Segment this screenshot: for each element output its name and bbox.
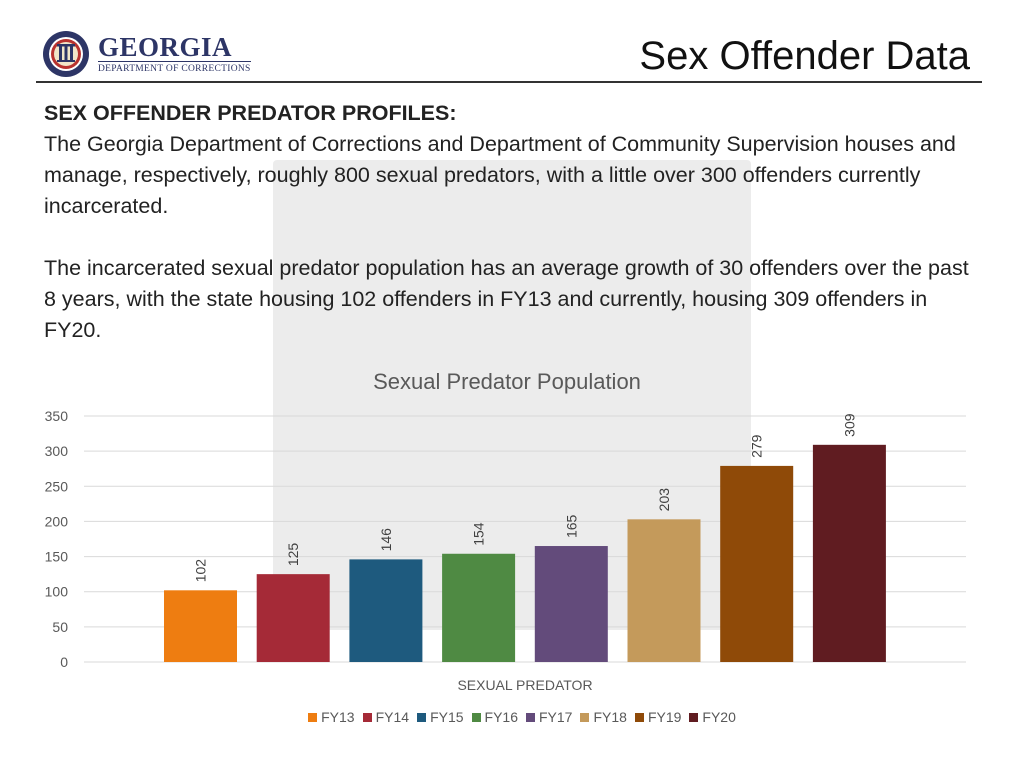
bar-fy15 (349, 559, 423, 662)
bar-fy14 (256, 574, 330, 662)
chart-legend: FY13 FY14 FY15 FY16 FY17 FY18 FY19 FY20 (10, 709, 1024, 725)
legend-swatch (689, 712, 699, 722)
data-label-fy18: 203 (656, 488, 672, 512)
legend-swatch (526, 712, 535, 722)
y-tick-label: 100 (45, 584, 69, 600)
bar-fy16 (442, 553, 516, 662)
logo-name: GEORGIA (98, 32, 233, 62)
paragraph-1: The Georgia Department of Corrections an… (44, 132, 956, 218)
y-tick-label: 250 (45, 478, 69, 494)
y-tick-label: 350 (45, 408, 69, 424)
legend-label: FY18 (593, 709, 627, 725)
legend-swatch (471, 712, 481, 722)
legend-item-fy14: FY14 (362, 709, 410, 725)
legend-item-fy13: FY13 (308, 709, 355, 725)
georgia-seal-icon (43, 31, 89, 77)
bar-fy13 (164, 590, 237, 662)
y-tick-label: 200 (45, 513, 69, 529)
bar-fy19 (720, 465, 794, 662)
legend-item-fy17: FY17 (526, 709, 572, 725)
y-tick-label: 50 (52, 619, 68, 635)
legend-swatch (417, 712, 427, 722)
body-text: SEX OFFENDER PREDATOR PROFILES: The Geor… (44, 98, 984, 346)
legend-item-fy16: FY16 (471, 709, 518, 725)
data-label-fy19: 279 (749, 434, 765, 458)
page-title: Sex Offender Data (639, 34, 970, 78)
header-divider (36, 81, 982, 83)
legend-label: FY17 (539, 709, 573, 725)
legend-item-fy18: FY18 (580, 709, 627, 725)
y-tick-label: 0 (60, 654, 68, 670)
section-heading: SEX OFFENDER PREDATOR PROFILES: (44, 101, 457, 125)
bar-fy17 (534, 546, 608, 662)
bar-fy18 (627, 519, 701, 662)
chart-title: Sexual Predator Population (373, 369, 641, 394)
data-label-fy14: 125 (285, 543, 301, 567)
y-tick-label: 300 (45, 443, 69, 459)
legend-label: FY14 (375, 709, 410, 725)
legend-item-fy15: FY15 (417, 709, 464, 725)
legend-swatch (308, 712, 318, 722)
legend-swatch (362, 712, 372, 722)
data-label-fy20: 309 (841, 413, 857, 437)
data-label-fy13: 102 (193, 559, 209, 583)
legend-label: FY16 (484, 709, 518, 725)
paragraph-2: The incarcerated sexual predator populat… (44, 256, 969, 342)
legend-label: FY15 (430, 709, 464, 725)
logo-subtitle: DEPARTMENT OF CORRECTIONS (98, 61, 251, 75)
data-label-fy16: 154 (471, 522, 487, 546)
data-label-fy15: 146 (378, 528, 394, 552)
bar-fy20 (812, 444, 886, 662)
legend-label: FY20 (702, 709, 736, 725)
legend-item-fy20: FY20 (689, 709, 736, 725)
legend-label: FY19 (647, 709, 682, 725)
gdc-logo: GEORGIA DEPARTMENT OF CORRECTIONS (42, 29, 262, 79)
x-axis-title: SEXUAL PREDATOR (457, 677, 592, 693)
legend-label: FY13 (321, 709, 355, 725)
data-label-fy17: 165 (563, 514, 579, 538)
legend-item-fy19: FY19 (634, 709, 682, 725)
legend-swatch (634, 712, 644, 722)
y-tick-label: 150 (45, 549, 69, 565)
legend-swatch (580, 712, 590, 722)
